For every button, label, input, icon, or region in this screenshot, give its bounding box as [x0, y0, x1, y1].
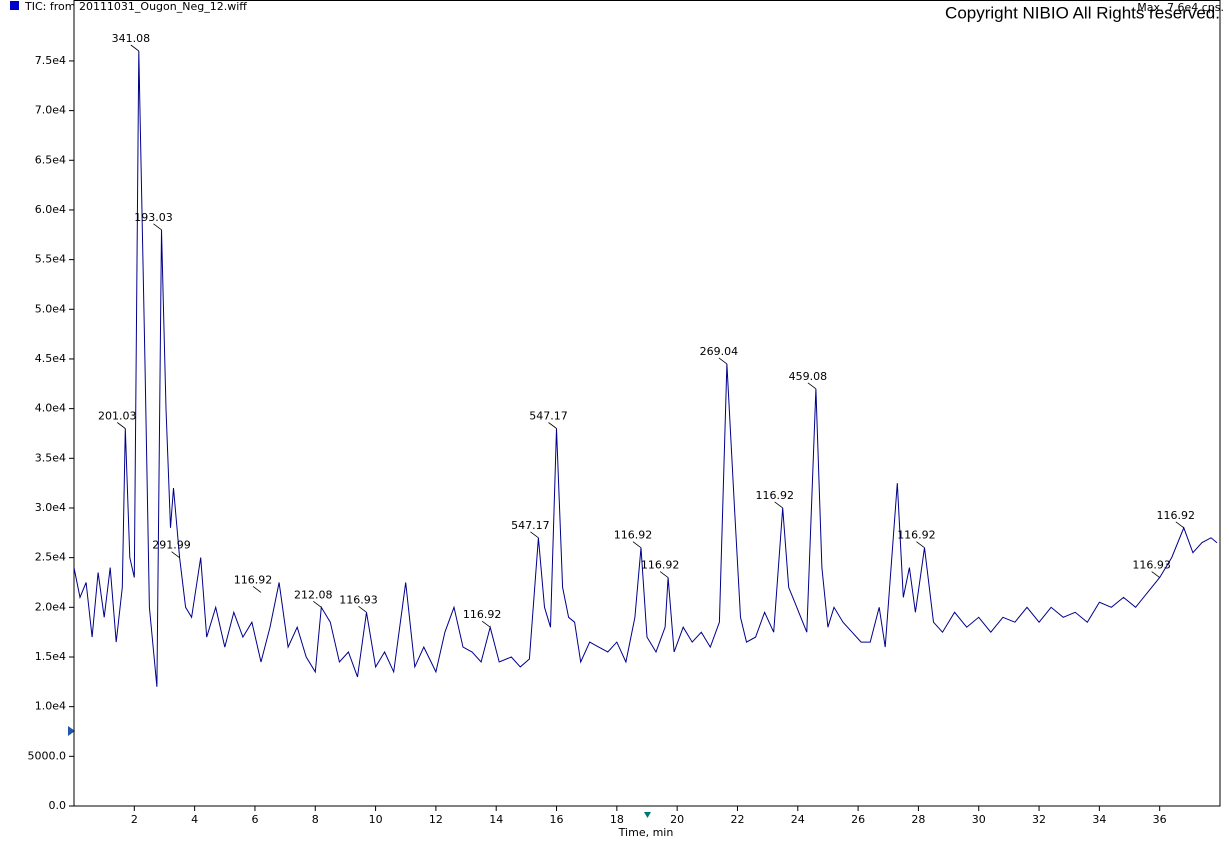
x-axis-label: Time, min [618, 826, 674, 839]
annotation-leader [530, 531, 539, 539]
annotation-leader [807, 382, 817, 390]
x-tick-label: 16 [550, 813, 564, 826]
x-tick-label: 32 [1032, 813, 1046, 826]
x-tick-label: 20 [670, 813, 684, 826]
y-tick-label: 7.5e4 [35, 54, 66, 67]
peak-label: 116.92 [897, 529, 936, 542]
y-tick-label: 6.0e4 [35, 203, 66, 216]
annotation-leader [153, 223, 162, 231]
annotation-leader [659, 571, 669, 578]
x-tick-label: 6 [251, 813, 258, 826]
x-tick-label: 22 [730, 813, 744, 826]
y-tick-label: 4.0e4 [35, 402, 66, 415]
annotation-leader [117, 422, 126, 429]
marker [644, 812, 651, 818]
x-tick-label: 28 [911, 813, 925, 826]
y-tick-label: 2.0e4 [35, 600, 66, 613]
annotation-leader [774, 501, 783, 509]
peak-label: 116.92 [614, 529, 653, 542]
annotation-leader [548, 422, 557, 429]
y-tick-label: 0.0 [49, 799, 67, 812]
peak-label: 547.17 [511, 519, 550, 532]
annotation-leader [1175, 521, 1185, 529]
annotation-leader [313, 600, 322, 608]
y-tick-label: 5.5e4 [35, 253, 66, 266]
chart-title: TIC: from 20111031_Ougon_Neg_12.wiff [24, 0, 247, 13]
x-tick-label: 24 [791, 813, 805, 826]
x-tick-label: 36 [1153, 813, 1167, 826]
peak-label: 341.08 [112, 32, 151, 45]
peak-label: 116.92 [234, 573, 273, 586]
peak-label: 212.08 [294, 588, 333, 601]
copyright: Copyright NIBIO All Rights reserved. [945, 3, 1220, 22]
y-tick-label: 7.0e4 [35, 104, 66, 117]
peak-label: 193.03 [134, 211, 173, 224]
y-tick-label: 5.0e4 [35, 302, 66, 315]
y-tick-label: 2.5e4 [35, 551, 66, 564]
x-tick-label: 8 [312, 813, 319, 826]
peak-label: 116.93 [339, 593, 378, 606]
peak-label: 116.92 [1157, 509, 1196, 522]
plot-frame [73, 0, 1221, 807]
annotation-leader [916, 541, 925, 549]
marker [68, 726, 75, 736]
x-tick-label: 18 [610, 813, 624, 826]
y-tick-label: 3.0e4 [35, 501, 66, 514]
x-tick-label: 26 [851, 813, 865, 826]
max-label: Max. 7.6e4 cps. [1137, 1, 1224, 14]
peak-label: 116.92 [755, 489, 794, 502]
y-tick-label: 4.5e4 [35, 352, 66, 365]
annotation-leader [718, 357, 728, 365]
y-tick-label: 6.5e4 [35, 153, 66, 166]
annotation-leader [481, 620, 491, 628]
x-tick-label: 4 [191, 813, 198, 826]
annotation-leader [358, 605, 367, 613]
peak-label: 459.08 [789, 370, 828, 383]
x-tick-label: 10 [369, 813, 383, 826]
peak-label: 547.17 [529, 410, 568, 423]
peak-label: 201.03 [98, 410, 137, 423]
annotation-leader [632, 541, 642, 549]
x-tick-label: 14 [489, 813, 503, 826]
annotation-leader [171, 551, 180, 558]
trace [73, 50, 1218, 687]
annotation-leader [130, 44, 140, 52]
annotation-leader [1151, 571, 1160, 578]
x-tick-label: 2 [131, 813, 138, 826]
x-tick-label: 34 [1092, 813, 1106, 826]
annotation-leader [252, 586, 262, 593]
x-tick-label: 12 [429, 813, 443, 826]
y-tick-label: 1.0e4 [35, 700, 66, 713]
peak-label: 116.92 [641, 559, 680, 572]
y-tick-label: 5000.0 [28, 749, 67, 762]
trace-icon [10, 1, 19, 10]
peak-label: 269.04 [700, 345, 739, 358]
x-tick-label: 30 [972, 813, 986, 826]
y-tick-label: 1.5e4 [35, 650, 66, 663]
peak-label: 116.92 [463, 608, 502, 621]
peak-label: 116.93 [1132, 559, 1171, 572]
y-tick-label: 3.5e4 [35, 451, 66, 464]
peak-label: 291.99 [152, 539, 191, 552]
